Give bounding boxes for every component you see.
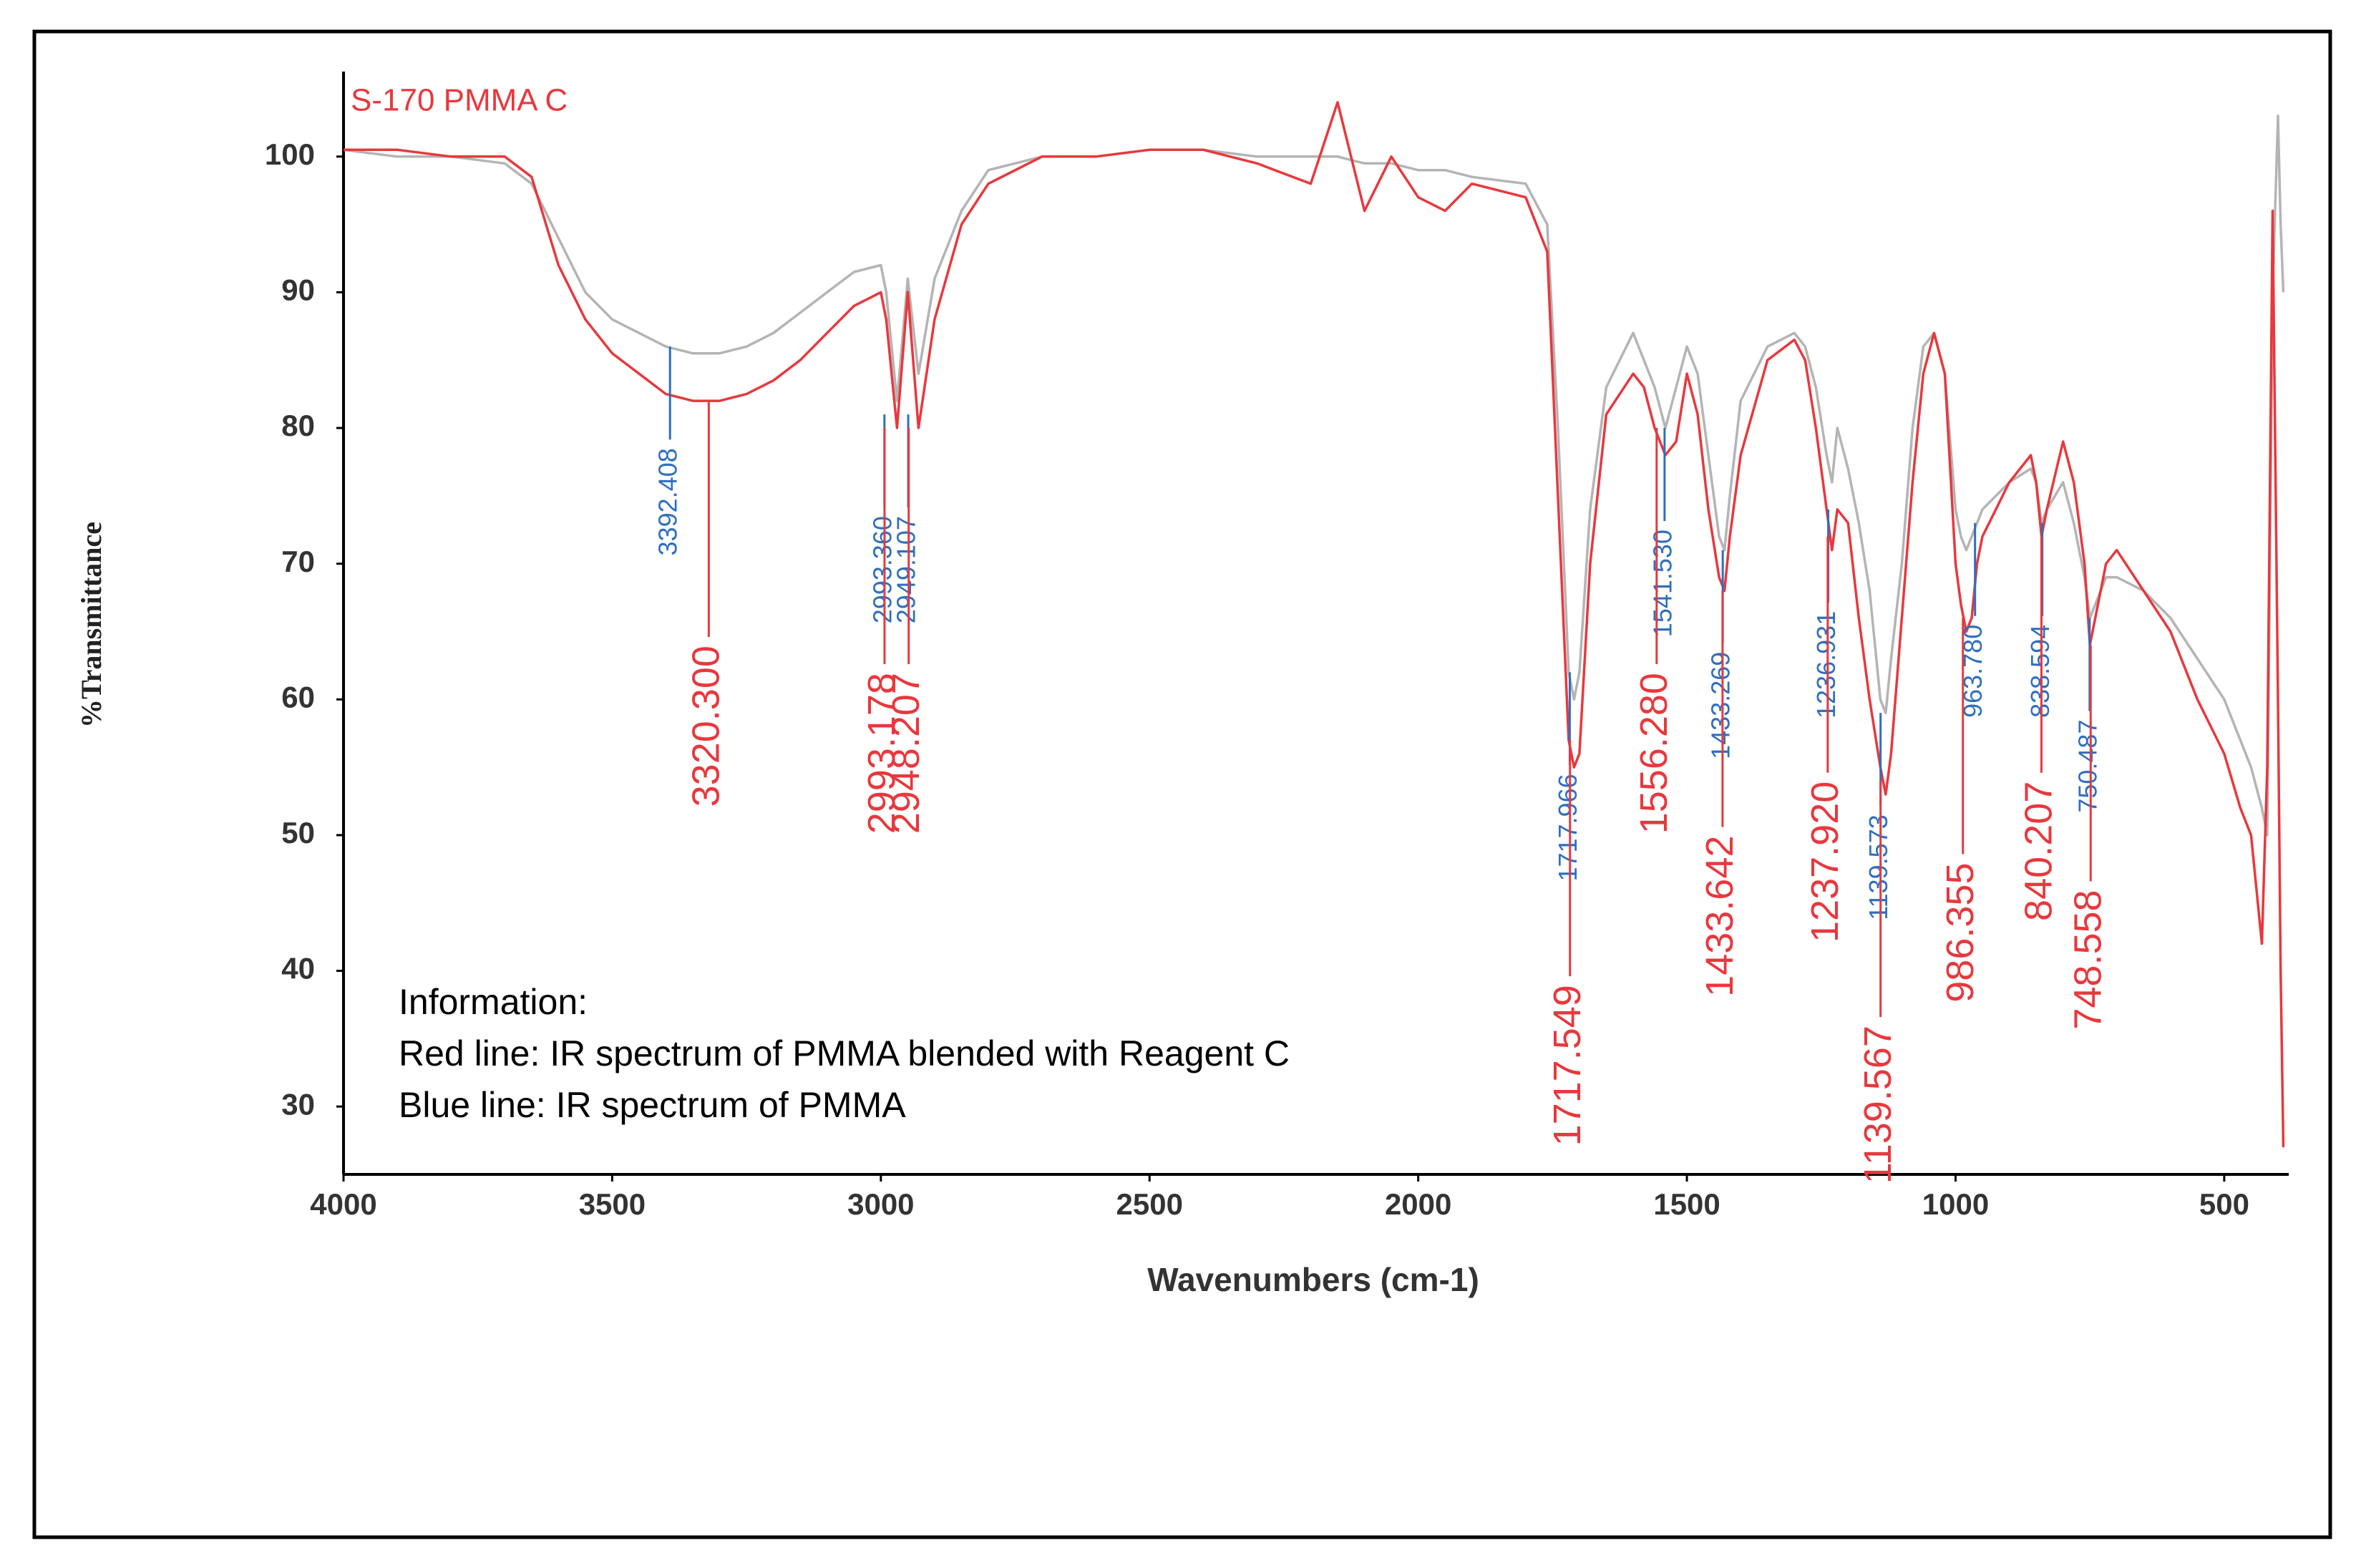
x-tick-label: 3000 <box>847 1187 914 1221</box>
info-note: Information: <box>399 982 588 1022</box>
y-tick-label: 60 <box>281 680 315 714</box>
peak-label: 838.594 <box>2025 625 2055 718</box>
y-tick-label: 100 <box>265 137 315 171</box>
y-tick-label: 30 <box>281 1087 315 1121</box>
y-tick-label: 40 <box>281 952 315 985</box>
y-tick-label: 70 <box>281 545 315 578</box>
x-tick-label: 2500 <box>1116 1187 1183 1221</box>
frame <box>32 29 2332 1539</box>
peak-label: 2948.207 <box>885 673 928 834</box>
peak-label: 1717.549 <box>1546 985 1589 1146</box>
peak-label: 840.207 <box>2017 781 2060 921</box>
y-axis-title: %Transmittance <box>75 522 107 728</box>
y-tick-label: 90 <box>281 273 315 307</box>
peak-label: 1139.573 <box>1864 814 1893 920</box>
peak-label: 1139.567 <box>1856 1026 1899 1184</box>
spectrum-line <box>344 115 2285 837</box>
peak-label: 2949.107 <box>892 516 921 623</box>
peak-label: 1236.931 <box>1811 611 1841 719</box>
info-note: Red line: IR spectrum of PMMA blended wi… <box>399 1033 1290 1073</box>
peak-label: 1556.280 <box>1632 673 1675 834</box>
info-note: Blue line: IR spectrum of PMMA <box>399 1085 906 1125</box>
peak-label: 2993.178 <box>860 673 903 834</box>
y-tick-label: 50 <box>281 816 315 849</box>
x-tick-label: 1000 <box>1922 1187 1989 1221</box>
peak-label: 748.558 <box>2067 890 2110 1029</box>
peak-label: 3320.300 <box>685 646 728 807</box>
peak-label: 1541.530 <box>1647 530 1677 637</box>
peak-label: 1433.642 <box>1698 836 1741 997</box>
spectrum-line <box>344 101 2285 1148</box>
peak-label: 1433.269 <box>1706 652 1736 759</box>
peak-label: 1237.920 <box>1803 781 1846 943</box>
peak-label: 1717.966 <box>1553 774 1582 881</box>
x-axis-title: Wavenumbers (cm-1) <box>1147 1261 1479 1298</box>
peak-label: 2993.360 <box>867 516 897 623</box>
x-tick-label: 4000 <box>310 1187 376 1221</box>
peak-label: 986.355 <box>1939 863 1982 1003</box>
peak-label: 3392.408 <box>653 448 683 555</box>
x-tick-label: 2000 <box>1385 1187 1451 1221</box>
x-tick-label: 500 <box>2199 1187 2249 1221</box>
x-tick-label: 3500 <box>579 1187 646 1221</box>
peak-label: 750.487 <box>2073 720 2102 813</box>
series-label: S-170 PMMA C <box>351 83 568 118</box>
x-tick-label: 1500 <box>1653 1187 1720 1221</box>
y-tick-label: 80 <box>281 409 315 442</box>
